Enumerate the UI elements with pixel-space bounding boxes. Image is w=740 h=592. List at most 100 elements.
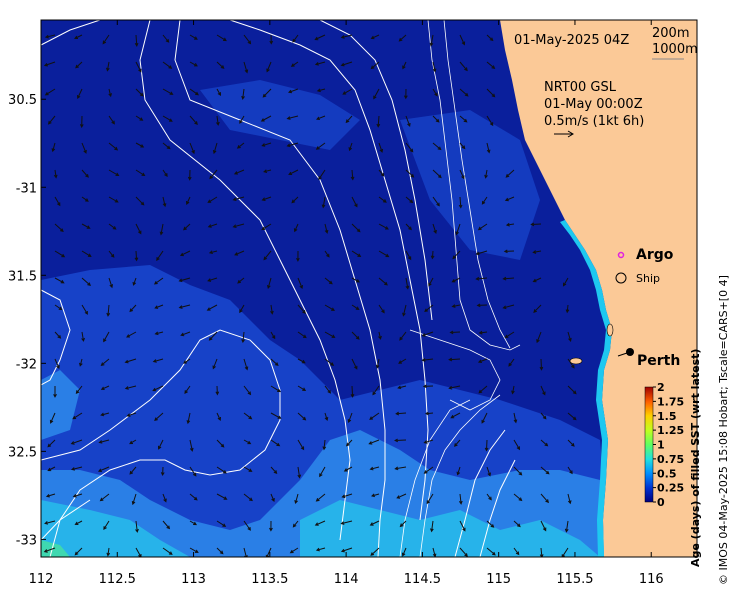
current-arrow xyxy=(378,277,388,286)
current-arrow xyxy=(421,358,434,362)
x-axis-ticks: 112 112.5 113 113.5 114 114.5 115 115.5 116 xyxy=(29,20,664,587)
current-arrow xyxy=(340,61,353,67)
current-arrow xyxy=(212,358,218,370)
current-arrow xyxy=(108,223,117,230)
current-arrow xyxy=(378,304,385,314)
current-arrow xyxy=(402,61,407,70)
current-arrow xyxy=(81,142,87,154)
current-arrow xyxy=(395,411,407,416)
current-arrow xyxy=(486,142,491,154)
current-arrow xyxy=(484,439,489,452)
x-tick-label: 112 xyxy=(29,572,54,587)
current-arrow xyxy=(532,277,542,283)
current-arrow xyxy=(288,88,299,94)
current-arrow xyxy=(216,34,227,42)
current-arrow xyxy=(263,169,272,173)
current-arrow xyxy=(459,61,468,72)
current-arrow xyxy=(449,330,461,335)
current-arrow xyxy=(486,61,496,69)
current-arrow xyxy=(540,439,549,447)
current-arrow xyxy=(270,466,278,474)
y-tick-label: -32 xyxy=(16,357,37,372)
current-arrow xyxy=(378,142,384,153)
current-arrow xyxy=(43,547,56,553)
current-arrow xyxy=(297,385,307,391)
current-arrow xyxy=(51,142,56,153)
current-arrow xyxy=(432,142,442,151)
current-arrow xyxy=(243,466,253,472)
current-arrow xyxy=(292,34,299,43)
current-arrow xyxy=(106,547,111,557)
colorbar-tick-label: 0 xyxy=(657,496,665,509)
current-arrow xyxy=(286,142,299,148)
current-arrow xyxy=(567,466,573,475)
current-arrow xyxy=(189,61,198,67)
current-arrow xyxy=(243,358,249,371)
current-arrow xyxy=(134,34,139,47)
y-axis-ticks: 30.5 -31 31.5 -32 32.5 -33 xyxy=(8,93,46,548)
current-arrow xyxy=(270,331,276,340)
current-arrow xyxy=(458,493,463,505)
current-arrow xyxy=(394,466,407,471)
current-arrow xyxy=(132,277,137,286)
credit-text: © IMOS 04-May-2025 15:08 Hobart; Tscale=… xyxy=(717,275,730,585)
current-arrow xyxy=(486,34,494,42)
current-arrow xyxy=(158,439,164,450)
current-arrow xyxy=(316,88,326,93)
current-arrow xyxy=(405,115,411,127)
current-arrow xyxy=(321,196,326,209)
current-arrow xyxy=(340,547,353,553)
current-arrow xyxy=(286,115,299,120)
current-arrow xyxy=(216,412,221,421)
current-arrow xyxy=(459,34,466,46)
current-arrow xyxy=(370,34,380,40)
current-arrow xyxy=(454,439,461,447)
current-arrow xyxy=(486,520,495,528)
current-arrow xyxy=(397,385,407,390)
current-arrow xyxy=(378,331,382,340)
current-arrow xyxy=(291,196,299,204)
current-arrow xyxy=(324,223,329,234)
current-arrow xyxy=(567,331,572,342)
current-arrow xyxy=(428,277,434,287)
current-arrow xyxy=(243,412,253,420)
current-arrow xyxy=(241,331,246,344)
current-arrow xyxy=(451,304,461,308)
current-arrow xyxy=(423,466,434,474)
current-arrow xyxy=(297,439,305,451)
current-arrow xyxy=(100,412,110,417)
x-tick-label: 115.5 xyxy=(556,572,593,587)
current-arrow xyxy=(351,196,358,208)
current-arrow xyxy=(484,169,488,179)
current-arrow xyxy=(562,277,569,287)
current-arrow xyxy=(368,439,380,445)
current-arrow xyxy=(47,115,56,125)
current-arrow xyxy=(405,169,415,178)
current-arrow xyxy=(233,169,245,175)
current-arrow xyxy=(348,142,353,152)
current-arrow xyxy=(236,142,245,149)
current-arrow xyxy=(540,520,547,532)
current-arrow xyxy=(376,115,381,128)
current-arrow xyxy=(458,196,463,209)
current-arrow xyxy=(180,331,191,337)
current-arrow xyxy=(97,466,110,472)
map-plot-area xyxy=(41,20,697,557)
current-arrow xyxy=(106,61,110,72)
current-arrow xyxy=(270,358,279,367)
current-arrow xyxy=(153,277,164,285)
current-arrow xyxy=(567,385,577,395)
current-arrow xyxy=(81,250,92,257)
current-arrow xyxy=(297,331,307,339)
current-arrow xyxy=(405,196,414,204)
current-arrow xyxy=(297,466,302,479)
current-arrow xyxy=(448,385,461,390)
current-arrow xyxy=(239,115,245,124)
colorbar-ticks: 21.75 1.51.25 10.750.5 0.250 xyxy=(653,381,684,509)
current-arrow xyxy=(456,466,461,476)
current-arrow xyxy=(398,34,407,42)
current-arrow xyxy=(208,331,218,341)
current-arrow xyxy=(532,250,542,254)
current-arrow xyxy=(370,547,380,556)
current-arrow xyxy=(162,520,171,530)
